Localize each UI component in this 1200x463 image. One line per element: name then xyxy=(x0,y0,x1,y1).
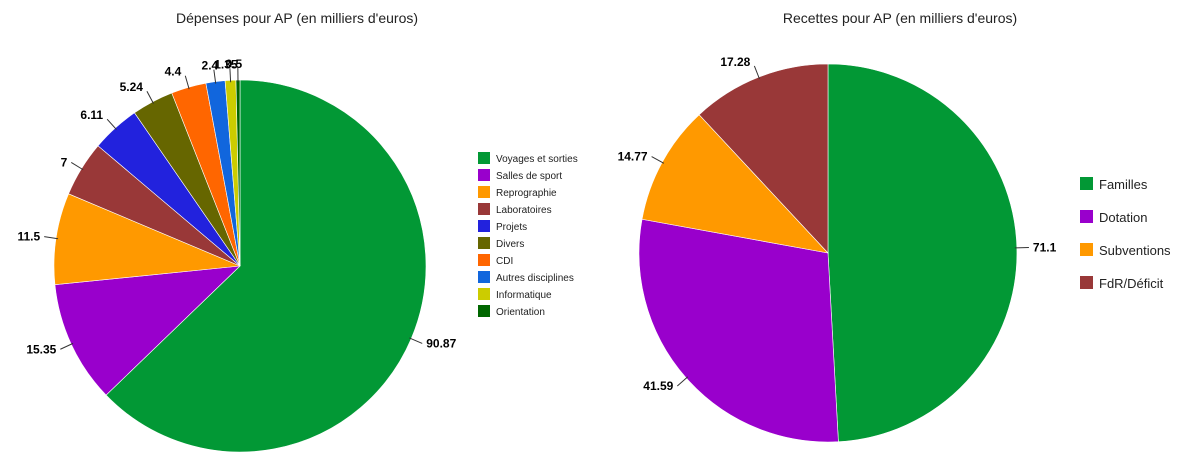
expenses-legend-swatch-informatique xyxy=(478,288,490,300)
expenses-legend-swatch-projets xyxy=(478,220,490,232)
expenses-value-label: 0.5 xyxy=(226,57,243,71)
revenues-legend-swatch-subventions xyxy=(1080,243,1093,256)
expenses-legend-swatch-orientation xyxy=(478,305,490,317)
revenues-leader-line xyxy=(676,376,689,387)
expenses-value-label: 15.35 xyxy=(26,342,56,356)
expenses-legend-label-cdi: CDI xyxy=(496,256,513,267)
revenues-value-label: 14.77 xyxy=(618,150,648,164)
expenses-legend-swatch-reprographie xyxy=(478,186,490,198)
expenses-legend-label-divers: Divers xyxy=(496,239,524,250)
expenses-value-label: 1.35 xyxy=(214,57,238,71)
revenues-legend: Familles Dotation Subventions FdR/Déficit xyxy=(1080,177,1171,291)
revenues-chart-title: Recettes pour AP (en milliers d'euros) xyxy=(783,10,1017,26)
expenses-leader-line xyxy=(213,69,217,84)
revenues-legend-swatch-familles xyxy=(1080,177,1093,190)
revenues-leader-line xyxy=(753,65,760,80)
revenues-value-label: 41.59 xyxy=(643,379,673,393)
expenses-legend-label-orientation: Orientation xyxy=(496,307,545,318)
revenues-value-label: 71.1 xyxy=(1033,240,1057,254)
revenues-value-label: 17.28 xyxy=(720,55,750,69)
revenues-legend-swatch-dotation xyxy=(1080,210,1093,223)
revenues-slice-dotation xyxy=(638,218,839,443)
revenues-leader-line xyxy=(651,156,665,164)
expenses-leader-line xyxy=(44,236,59,240)
revenues-legend-label-familles: Familles xyxy=(1099,177,1148,192)
expenses-legend-swatch-voyages-et-sorties xyxy=(478,152,490,164)
revenues-pie-chart: 71.1 41.59 14.77 17.28 xyxy=(618,55,1057,443)
expenses-value-label: 7 xyxy=(61,155,68,169)
expenses-leader-line xyxy=(184,75,190,90)
revenues-legend-swatch-fdr-deficit xyxy=(1080,276,1093,289)
expenses-leader-line xyxy=(60,342,74,350)
expenses-legend-label-salles-de-sport: Salles de sport xyxy=(496,171,562,182)
expenses-leader-line xyxy=(106,118,117,130)
expenses-legend-swatch-cdi xyxy=(478,254,490,266)
revenues-slice-familles xyxy=(827,63,1018,443)
expenses-chart-title: Dépenses pour AP (en milliers d'euros) xyxy=(176,10,418,26)
expenses-value-label: 6.11 xyxy=(80,108,103,122)
expenses-legend-label-autres-disciplines: Autres disciplines xyxy=(496,273,574,284)
revenues-legend-label-subventions: Subventions xyxy=(1099,243,1171,258)
expenses-legend: Voyages et sorties Salles de sport Reprogr… xyxy=(478,152,578,318)
expenses-leader-line xyxy=(146,90,154,104)
expenses-legend-label-informatique: Informatique xyxy=(496,290,552,301)
expenses-legend-label-voyages-et-sorties: Voyages et sorties xyxy=(496,154,578,165)
expenses-value-label: 5.24 xyxy=(120,80,144,94)
revenues-legend-label-fdr-deficit: FdR/Déficit xyxy=(1099,276,1164,291)
expenses-legend-swatch-laboratoires xyxy=(478,203,490,215)
expenses-legend-swatch-salles-de-sport xyxy=(478,169,490,181)
expenses-pie-chart: 90.87 15.35 11.5 7 6.11 5.24 4.4 2.41.350.5 xyxy=(17,57,457,453)
expenses-value-label: 4.4 xyxy=(165,65,182,79)
expenses-legend-label-laboratoires: Laboratoires xyxy=(496,205,552,216)
expenses-legend-label-projets: Projets xyxy=(496,222,527,233)
expenses-leader-line xyxy=(409,337,423,344)
expenses-leader-line xyxy=(229,68,232,83)
expenses-legend-swatch-autres-disciplines xyxy=(478,271,490,283)
expenses-leader-line xyxy=(70,161,84,171)
expenses-value-label: 2.4 xyxy=(202,59,219,73)
expenses-legend-swatch-divers xyxy=(478,237,490,249)
expenses-value-label: 90.87 xyxy=(426,336,456,350)
revenues-legend-label-dotation: Dotation xyxy=(1099,210,1147,225)
expenses-legend-label-reprographie: Reprographie xyxy=(496,188,557,199)
expenses-value-label: 11.5 xyxy=(17,230,40,244)
